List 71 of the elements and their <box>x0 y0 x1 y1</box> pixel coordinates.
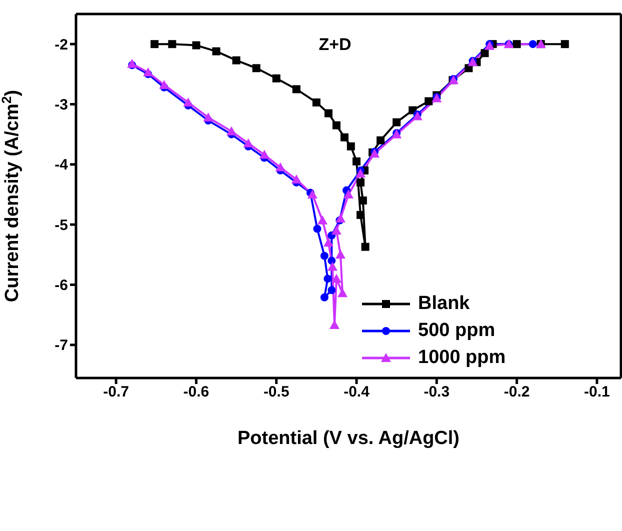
point <box>356 210 365 219</box>
point <box>292 85 300 94</box>
x-tick-label: -0.1 <box>584 384 610 401</box>
point <box>168 40 176 48</box>
point <box>320 293 328 302</box>
point <box>291 174 302 184</box>
point <box>183 97 194 106</box>
point <box>312 98 320 106</box>
x-tick-label: -0.3 <box>424 384 450 401</box>
point <box>560 40 569 48</box>
point <box>150 40 159 48</box>
point <box>331 274 342 283</box>
point <box>275 162 286 172</box>
x-tick-label: -0.6 <box>183 384 210 401</box>
y-tick-label: -3 <box>54 96 68 114</box>
point <box>243 138 254 148</box>
point <box>313 224 322 233</box>
point <box>317 215 328 224</box>
y-tick-label: -7 <box>54 337 68 354</box>
point <box>212 47 220 56</box>
point <box>323 238 334 247</box>
x-tick-label: -0.4 <box>344 384 370 401</box>
x-tick-label: -0.7 <box>103 384 130 401</box>
point <box>159 80 170 89</box>
x-axis-title: Potential (V vs. Ag/AgCl) <box>237 428 460 449</box>
point <box>324 274 332 283</box>
point <box>307 189 318 198</box>
point <box>335 214 346 223</box>
point <box>332 121 340 130</box>
legend-label: 1000 ppm <box>418 346 506 368</box>
point <box>327 262 338 271</box>
point <box>356 168 366 178</box>
point <box>344 189 354 198</box>
point <box>340 133 348 142</box>
point <box>331 226 342 235</box>
point <box>424 97 433 106</box>
point <box>329 320 340 330</box>
point <box>143 67 154 76</box>
point <box>232 56 240 64</box>
point <box>259 150 270 159</box>
point <box>203 112 214 122</box>
point <box>272 74 280 82</box>
point <box>361 242 370 251</box>
point <box>252 64 260 72</box>
y-tick-label: -2 <box>54 36 68 54</box>
point <box>127 58 138 68</box>
legend-label: 500 ppm <box>418 320 496 342</box>
point <box>346 142 355 150</box>
point <box>328 256 336 265</box>
point <box>337 288 348 298</box>
point <box>324 109 332 118</box>
point <box>328 286 336 294</box>
point <box>192 41 200 50</box>
point <box>335 250 346 259</box>
y-tick-label: -4 <box>54 156 69 174</box>
point <box>392 118 401 126</box>
point <box>320 252 328 260</box>
point <box>226 126 236 136</box>
point <box>512 40 521 48</box>
point <box>358 196 367 205</box>
legend-label: Blank <box>418 292 470 314</box>
y-tick-label: -6 <box>54 277 68 294</box>
text: Z+D <box>318 35 352 54</box>
x-tick-label: -0.2 <box>504 384 530 401</box>
point <box>528 40 537 48</box>
point <box>356 178 365 186</box>
point <box>480 49 489 58</box>
x-tick-label: -0.5 <box>263 384 290 401</box>
point <box>376 136 385 144</box>
point <box>352 157 361 166</box>
y-tick-label: -5 <box>54 216 68 234</box>
